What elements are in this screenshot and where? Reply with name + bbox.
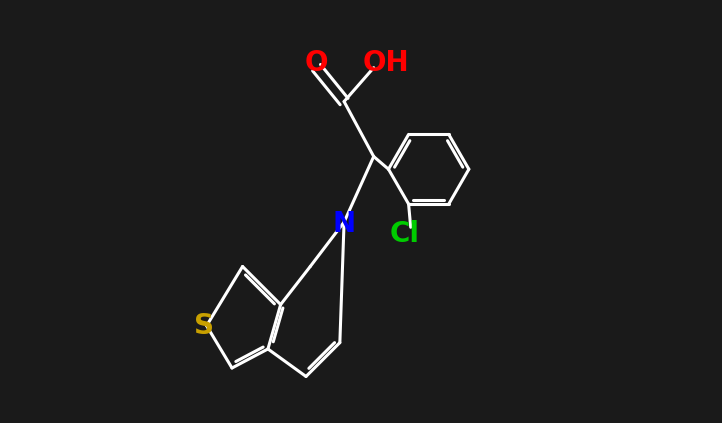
Text: OH: OH — [363, 49, 409, 77]
Text: O: O — [305, 49, 329, 77]
Text: Cl: Cl — [389, 220, 419, 247]
Text: N: N — [333, 210, 356, 238]
Text: S: S — [194, 312, 214, 340]
